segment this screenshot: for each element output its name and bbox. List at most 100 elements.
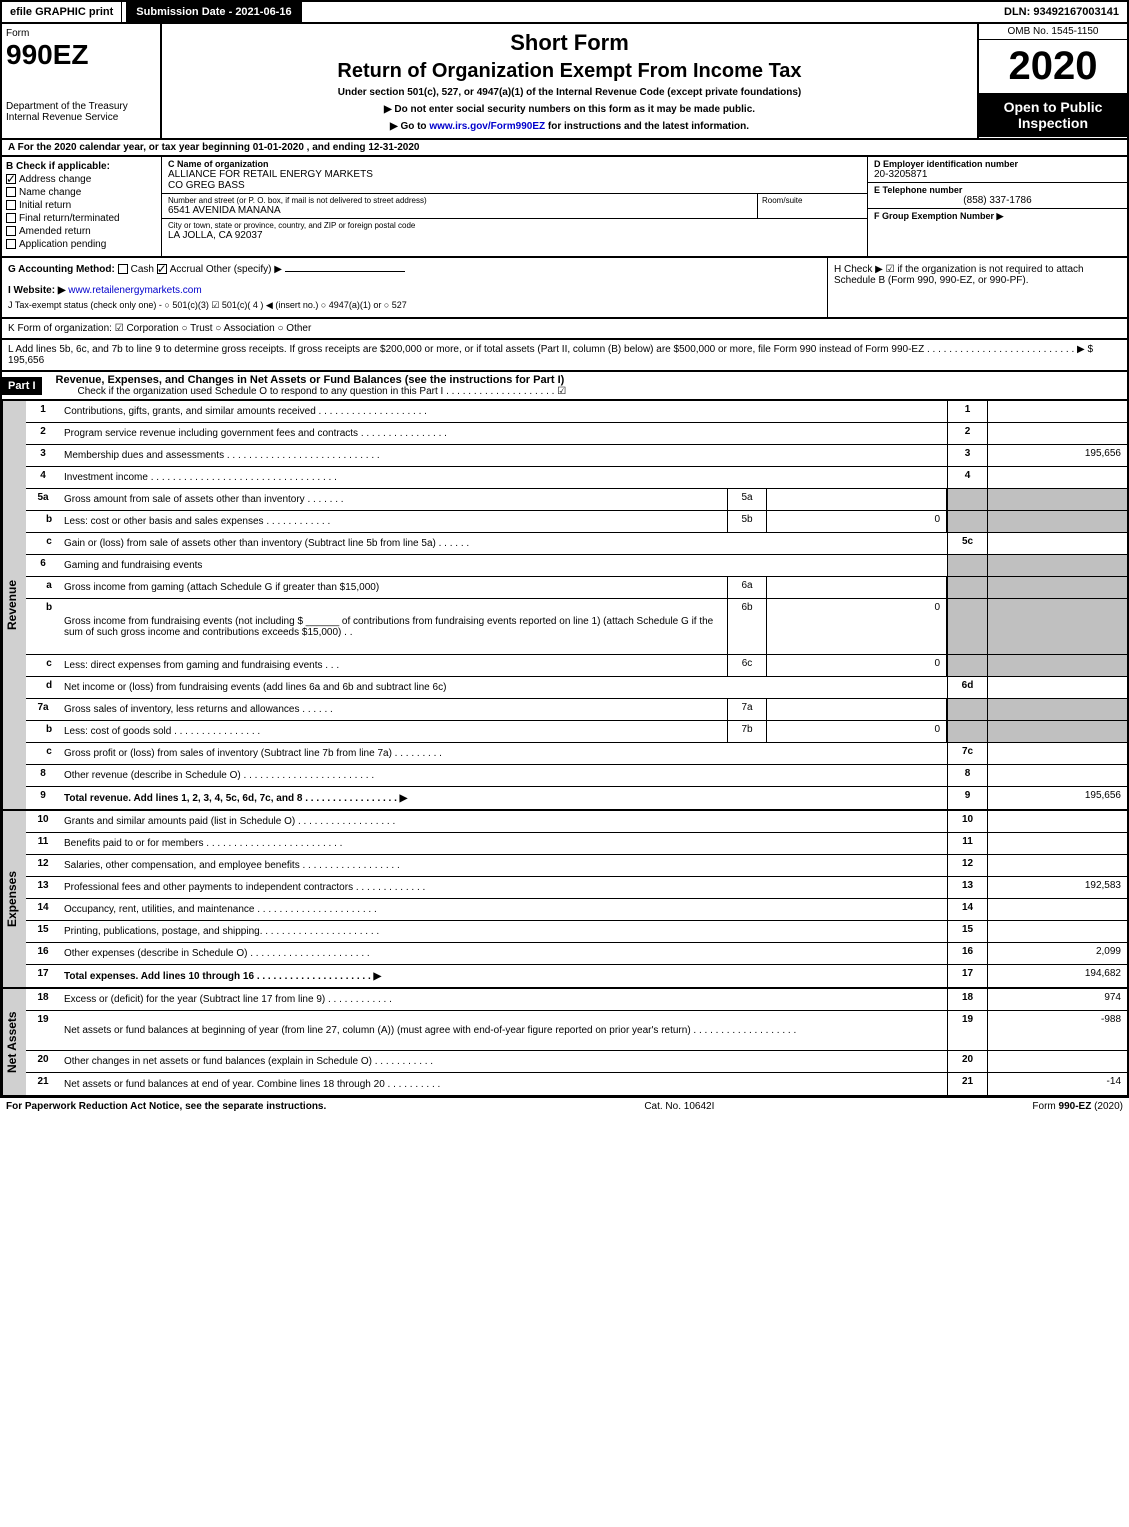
row-1-val (987, 401, 1127, 422)
row-9-val: 195,656 (987, 787, 1127, 809)
chk-name-change[interactable]: Name change (6, 187, 157, 198)
part-i-header: Part I Revenue, Expenses, and Changes in… (0, 372, 1129, 401)
return-title: Return of Organization Exempt From Incom… (168, 60, 971, 83)
section-a-tax-year: A For the 2020 calendar year, or tax yea… (0, 140, 1129, 157)
row-6b-desc: Gross income from fundraising events (no… (60, 599, 727, 654)
row-21-val: -14 (987, 1073, 1127, 1095)
row-7b-val: 0 (767, 721, 947, 742)
row-6b-val: 0 (767, 599, 947, 654)
row-6-desc: Gaming and fundraising events (60, 555, 947, 576)
header-left: Form 990EZ Department of the Treasury In… (2, 24, 162, 138)
box-b-title: B Check if applicable: (6, 161, 157, 172)
chk-final-return[interactable]: Final return/terminated (6, 213, 157, 224)
g-accounting-method: G Accounting Method: Cash Accrual Other … (2, 258, 827, 317)
header-right: OMB No. 1545-1150 2020 Open to Public In… (977, 24, 1127, 138)
phone-value: (858) 337-1786 (874, 195, 1121, 206)
k-form-of-org: K Form of organization: ☑ Corporation ○ … (0, 319, 1129, 340)
row-11-desc: Benefits paid to or for members . . . . … (60, 833, 947, 854)
box-c-label: C Name of organization (168, 159, 861, 169)
form-word: Form (6, 28, 156, 39)
tax-year: 2020 (979, 40, 1127, 93)
row-6d-desc: Net income or (loss) from fundraising ev… (60, 677, 947, 698)
l-gross-receipts: L Add lines 5b, 6c, and 7b to line 9 to … (0, 340, 1129, 372)
chk-amended-return[interactable]: Amended return (6, 226, 157, 237)
row-17-val: 194,682 (987, 965, 1127, 987)
row-4-val (987, 467, 1127, 488)
row-6c-desc: Less: direct expenses from gaming and fu… (60, 655, 727, 676)
row-14-val (987, 899, 1127, 920)
net-assets-side-label: Net Assets (2, 989, 26, 1095)
header-center: Short Form Return of Organization Exempt… (162, 24, 977, 138)
part-i-title: Revenue, Expenses, and Changes in Net As… (48, 374, 1121, 386)
top-bar: efile GRAPHIC print Submission Date - 20… (0, 0, 1129, 24)
row-7c-val (987, 743, 1127, 764)
form-header: Form 990EZ Department of the Treasury In… (0, 24, 1129, 140)
row-19-val: -988 (987, 1011, 1127, 1050)
city-state-zip: LA JOLLA, CA 92037 (168, 230, 861, 241)
row-21-desc: Net assets or fund balances at end of ye… (60, 1073, 947, 1095)
row-11-val (987, 833, 1127, 854)
room-label: Room/suite (762, 196, 863, 205)
revenue-side-label: Revenue (2, 401, 26, 809)
dln-label: DLN: 93492167003141 (996, 2, 1127, 22)
part-i-check: Check if the organization used Schedule … (48, 386, 1121, 397)
row-5b-val: 0 (767, 511, 947, 532)
j-tax-exempt-status: J Tax-exempt status (check only one) - ○… (8, 300, 821, 311)
website-link[interactable]: www.retailenergymarkets.com (68, 285, 201, 296)
row-2-desc: Program service revenue including govern… (60, 423, 947, 444)
row-15-desc: Printing, publications, postage, and shi… (60, 921, 947, 942)
group-exemption-label: F Group Exemption Number ▶ (874, 211, 1121, 222)
row-8-val (987, 765, 1127, 786)
irs-label: Internal Revenue Service (6, 112, 156, 123)
irs-link[interactable]: www.irs.gov/Form990EZ (429, 121, 545, 132)
row-5c-val (987, 533, 1127, 554)
org-name-2: CO GREG BASS (168, 180, 861, 191)
under-section-text: Under section 501(c), 527, or 4947(a)(1)… (168, 87, 971, 98)
row-3-val: 195,656 (987, 445, 1127, 466)
row-16-desc: Other expenses (describe in Schedule O) … (60, 943, 947, 964)
row-14-desc: Occupancy, rent, utilities, and maintena… (60, 899, 947, 920)
goto-link-line: ▶ Go to www.irs.gov/Form990EZ for instru… (168, 121, 971, 132)
row-7c-desc: Gross profit or (loss) from sales of inv… (60, 743, 947, 764)
efile-print-button[interactable]: efile GRAPHIC print (2, 2, 122, 22)
submission-date-badge: Submission Date - 2021-06-16 (126, 2, 301, 22)
row-8-desc: Other revenue (describe in Schedule O) .… (60, 765, 947, 786)
row-15-val (987, 921, 1127, 942)
row-5b-desc: Less: cost or other basis and sales expe… (60, 511, 727, 532)
identity-block: B Check if applicable: Address change Na… (0, 157, 1129, 258)
row-16-val: 2,099 (987, 943, 1127, 964)
short-form-title: Short Form (168, 30, 971, 56)
row-10-desc: Grants and similar amounts paid (list in… (60, 811, 947, 832)
catalog-number: Cat. No. 10642I (644, 1101, 714, 1112)
net-assets-section: Net Assets 18Excess or (deficit) for the… (0, 989, 1129, 1097)
ssn-warning: ▶ Do not enter social security numbers o… (168, 104, 971, 115)
website-label: I Website: ▶ (8, 285, 66, 296)
row-7a-desc: Gross sales of inventory, less returns a… (60, 699, 727, 720)
row-12-desc: Salaries, other compensation, and employ… (60, 855, 947, 876)
row-9-desc: Total revenue. Add lines 1, 2, 3, 4, 5c,… (60, 787, 947, 809)
part-i-label: Part I (2, 377, 42, 395)
row-13-val: 192,583 (987, 877, 1127, 898)
chk-initial-return[interactable]: Initial return (6, 200, 157, 211)
chk-address-change[interactable]: Address change (6, 174, 157, 185)
chk-cash[interactable] (118, 264, 128, 274)
org-name-1: ALLIANCE FOR RETAIL ENERGY MARKETS (168, 169, 861, 180)
row-7a-val (767, 699, 947, 720)
chk-accrual[interactable] (157, 264, 167, 274)
expenses-side-label: Expenses (2, 811, 26, 987)
box-c: C Name of organization ALLIANCE FOR RETA… (162, 157, 867, 256)
revenue-section: Revenue 1Contributions, gifts, grants, a… (0, 401, 1129, 811)
ein-value: 20-3205871 (874, 169, 1121, 180)
row-20-val (987, 1051, 1127, 1072)
row-6a-val (767, 577, 947, 598)
row-10-val (987, 811, 1127, 832)
row-13-desc: Professional fees and other payments to … (60, 877, 947, 898)
chk-application-pending[interactable]: Application pending (6, 239, 157, 250)
row-6c-val: 0 (767, 655, 947, 676)
accounting-row: G Accounting Method: Cash Accrual Other … (0, 258, 1129, 319)
row-12-val (987, 855, 1127, 876)
row-7b-desc: Less: cost of goods sold . . . . . . . .… (60, 721, 727, 742)
box-def: D Employer identification number 20-3205… (867, 157, 1127, 256)
street-address: 6541 AVENIDA MANANA (168, 205, 751, 216)
omb-number: OMB No. 1545-1150 (979, 24, 1127, 40)
